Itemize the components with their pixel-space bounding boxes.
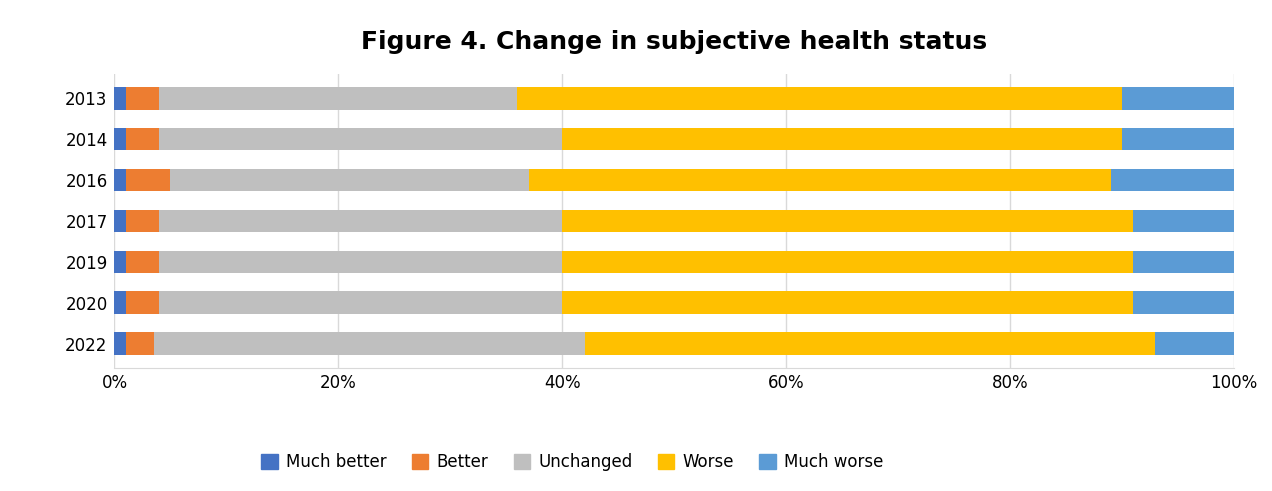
Bar: [114, 292, 126, 314]
Bar: [170, 169, 529, 191]
Bar: [1122, 87, 1234, 109]
Bar: [585, 332, 1155, 355]
Bar: [1110, 169, 1234, 191]
Bar: [159, 292, 562, 314]
Bar: [114, 250, 126, 273]
Bar: [126, 210, 159, 232]
Bar: [114, 332, 126, 355]
Bar: [126, 292, 159, 314]
Legend: Much better, Better, Unchanged, Worse, Much worse: Much better, Better, Unchanged, Worse, M…: [254, 446, 890, 478]
Bar: [126, 332, 154, 355]
Bar: [1133, 210, 1234, 232]
Bar: [114, 169, 126, 191]
Bar: [518, 87, 1122, 109]
Bar: [159, 250, 562, 273]
Bar: [154, 332, 585, 355]
Bar: [114, 128, 126, 150]
Bar: [159, 87, 518, 109]
Bar: [159, 128, 562, 150]
Bar: [1155, 332, 1234, 355]
Bar: [114, 87, 126, 109]
Bar: [562, 292, 1133, 314]
Bar: [562, 250, 1133, 273]
Title: Figure 4. Change in subjective health status: Figure 4. Change in subjective health st…: [361, 29, 987, 54]
Bar: [562, 210, 1133, 232]
Bar: [562, 128, 1122, 150]
Bar: [1133, 250, 1234, 273]
Bar: [126, 250, 159, 273]
Bar: [114, 210, 126, 232]
Bar: [1122, 128, 1234, 150]
Bar: [126, 87, 159, 109]
Bar: [159, 210, 562, 232]
Bar: [126, 128, 159, 150]
Bar: [529, 169, 1110, 191]
Bar: [1133, 292, 1234, 314]
Bar: [126, 169, 170, 191]
